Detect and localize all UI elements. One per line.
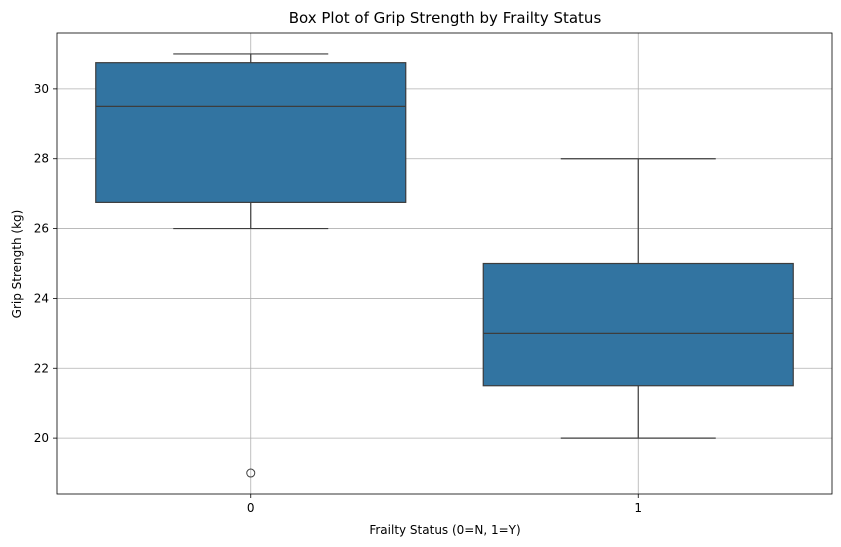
y-tick-label: 20: [34, 431, 49, 445]
y-tick-label: 28: [34, 152, 49, 166]
y-tick-label: 26: [34, 222, 49, 236]
y-tick-label: 22: [34, 361, 49, 375]
box-group-1: [482, 158, 794, 439]
box-group-0: [95, 53, 407, 478]
y-tick-label: 30: [34, 82, 49, 96]
y-tick-label: 24: [34, 291, 49, 305]
tick-layer: 20 22 24 26 28 30 0 1: [34, 82, 642, 515]
outlier-point: [246, 468, 256, 478]
x-tick-label: 0: [247, 501, 255, 515]
iqr-box: [95, 62, 407, 203]
plot-area-frame: [56, 32, 833, 495]
box-layer: [95, 53, 794, 478]
iqr-box: [482, 262, 794, 387]
y-axis-label: Grip Strength (kg): [10, 210, 24, 319]
x-axis-label: Frailty Status (0=N, 1=Y): [369, 523, 520, 537]
x-tick-label: 1: [634, 501, 642, 515]
chart-title: Box Plot of Grip Strength by Frailty Sta…: [289, 9, 602, 27]
